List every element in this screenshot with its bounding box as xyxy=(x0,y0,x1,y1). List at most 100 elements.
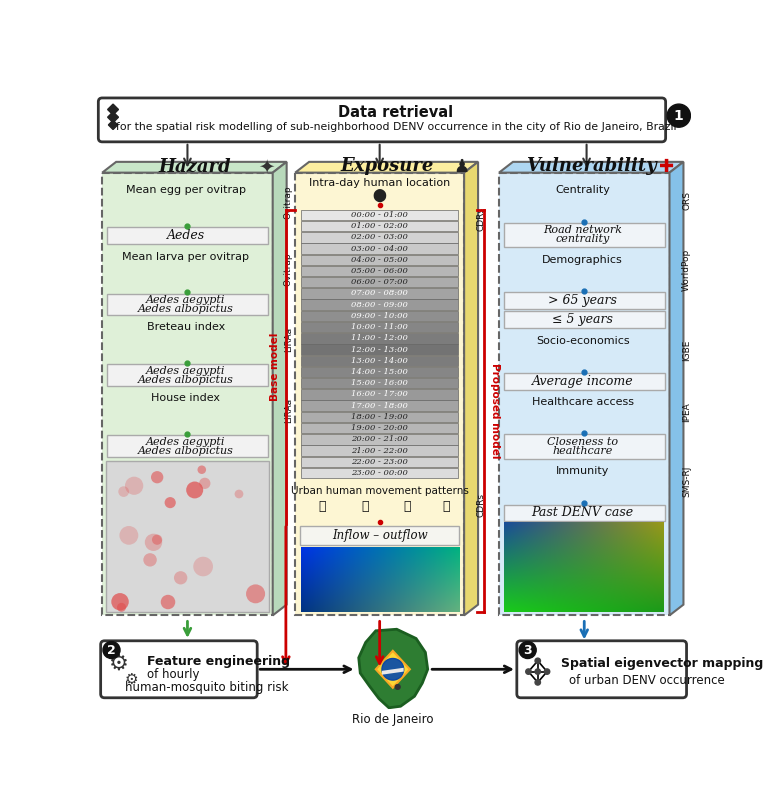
Circle shape xyxy=(234,489,243,498)
Text: ⏱: ⏱ xyxy=(404,501,412,513)
Text: 17:00 - 18:00: 17:00 - 18:00 xyxy=(351,402,408,410)
Circle shape xyxy=(526,669,531,674)
Text: Spatial eigenvector mapping: Spatial eigenvector mapping xyxy=(561,658,763,670)
Text: Base model: Base model xyxy=(270,332,280,401)
Text: 05:00 - 06:00: 05:00 - 06:00 xyxy=(351,267,408,275)
Text: 23:00 - 00:00: 23:00 - 00:00 xyxy=(351,469,408,477)
Text: Average income: Average income xyxy=(532,375,634,388)
Polygon shape xyxy=(295,162,478,173)
Text: ⚙: ⚙ xyxy=(109,654,129,674)
Text: 09:00 - 10:00: 09:00 - 10:00 xyxy=(351,312,408,320)
Text: 00:00 - 01:00: 00:00 - 01:00 xyxy=(351,211,408,219)
Bar xyxy=(301,367,458,377)
FancyBboxPatch shape xyxy=(101,641,257,698)
Bar xyxy=(301,322,458,332)
Text: Road network: Road network xyxy=(543,226,622,235)
Text: 08:00 - 09:00: 08:00 - 09:00 xyxy=(351,300,408,308)
Bar xyxy=(301,423,458,434)
Text: Feature engineering: Feature engineering xyxy=(147,655,290,668)
Bar xyxy=(301,289,458,299)
Text: Mean larva per ovitrap: Mean larva per ovitrap xyxy=(122,252,250,261)
Circle shape xyxy=(144,553,157,567)
Text: 18:00 - 19:00: 18:00 - 19:00 xyxy=(351,413,408,421)
Bar xyxy=(107,293,268,315)
Text: 11:00 - 12:00: 11:00 - 12:00 xyxy=(351,335,408,343)
Polygon shape xyxy=(108,120,118,130)
Text: human-mosquito biting risk: human-mosquito biting risk xyxy=(125,681,289,693)
Circle shape xyxy=(164,497,176,508)
Text: IPEA: IPEA xyxy=(682,402,691,422)
Bar xyxy=(107,364,268,386)
Bar xyxy=(301,265,458,277)
Text: Rio de Janeiro: Rio de Janeiro xyxy=(352,713,434,726)
Text: Closeness to: Closeness to xyxy=(547,437,618,447)
Text: Past DENV case: Past DENV case xyxy=(531,506,634,520)
Text: CDRs: CDRs xyxy=(477,493,485,516)
Circle shape xyxy=(174,571,187,584)
Text: ✦: ✦ xyxy=(258,157,275,176)
Text: 1: 1 xyxy=(674,108,684,123)
Text: Breteau index: Breteau index xyxy=(147,323,225,332)
Bar xyxy=(301,243,458,253)
Circle shape xyxy=(151,471,164,483)
Text: Urban human movement patterns: Urban human movement patterns xyxy=(291,486,468,497)
Text: ♟: ♟ xyxy=(453,159,469,176)
Bar xyxy=(301,254,458,265)
Bar xyxy=(301,468,458,478)
Bar xyxy=(300,526,459,544)
Bar xyxy=(504,222,665,247)
Circle shape xyxy=(119,526,138,545)
Bar xyxy=(499,173,670,615)
Circle shape xyxy=(103,642,120,658)
Bar xyxy=(107,227,268,244)
Text: IGBE: IGBE xyxy=(682,340,691,361)
Text: 04:00 - 05:00: 04:00 - 05:00 xyxy=(351,256,408,264)
Bar xyxy=(301,311,458,321)
Text: SMS-RJ: SMS-RJ xyxy=(682,465,691,497)
Polygon shape xyxy=(108,104,118,115)
Text: 07:00 - 08:00: 07:00 - 08:00 xyxy=(351,289,408,297)
Text: ⬤: ⬤ xyxy=(372,189,386,202)
Circle shape xyxy=(535,669,541,674)
Circle shape xyxy=(125,477,144,495)
Text: centrality: centrality xyxy=(555,234,610,244)
Text: of hourly: of hourly xyxy=(147,668,200,681)
Text: 16:00 - 17:00: 16:00 - 17:00 xyxy=(351,391,408,398)
Text: Vulnerability: Vulnerability xyxy=(526,158,657,175)
FancyBboxPatch shape xyxy=(98,98,666,142)
Text: of urban DENV occurrence: of urban DENV occurrence xyxy=(569,674,724,687)
Polygon shape xyxy=(359,630,428,708)
Text: Aedes aegypti: Aedes aegypti xyxy=(146,437,226,447)
Circle shape xyxy=(194,557,213,576)
Text: Socio-economics: Socio-economics xyxy=(536,336,630,346)
Circle shape xyxy=(152,535,162,545)
Bar xyxy=(301,446,458,456)
Bar xyxy=(102,173,273,615)
Text: Hazard: Hazard xyxy=(158,158,230,175)
Circle shape xyxy=(382,658,404,680)
Text: Aedes aegypti: Aedes aegypti xyxy=(146,367,226,376)
Text: ≤ 5 years: ≤ 5 years xyxy=(552,313,613,326)
Circle shape xyxy=(246,584,265,603)
Bar xyxy=(301,457,458,467)
Bar xyxy=(504,373,665,390)
Circle shape xyxy=(519,642,536,658)
Text: Proposed model: Proposed model xyxy=(490,363,500,458)
Text: Data retrieval: Data retrieval xyxy=(339,105,453,120)
Text: ●: ● xyxy=(393,681,400,691)
Text: WorldPop: WorldPop xyxy=(682,249,691,291)
Text: CDRs: CDRs xyxy=(477,207,485,231)
Text: Ovitrap: Ovitrap xyxy=(283,186,293,219)
Bar xyxy=(301,434,458,445)
Text: Mean egg per ovitrap: Mean egg per ovitrap xyxy=(126,186,246,195)
Circle shape xyxy=(197,465,206,474)
Bar xyxy=(301,412,458,422)
Bar xyxy=(301,277,458,288)
Text: ✚: ✚ xyxy=(659,159,674,176)
Text: Inflow – outflow: Inflow – outflow xyxy=(332,529,428,542)
Circle shape xyxy=(118,486,129,497)
Circle shape xyxy=(667,104,690,128)
Polygon shape xyxy=(670,162,684,615)
Polygon shape xyxy=(499,162,684,173)
Text: Healthcare access: Healthcare access xyxy=(531,397,634,407)
